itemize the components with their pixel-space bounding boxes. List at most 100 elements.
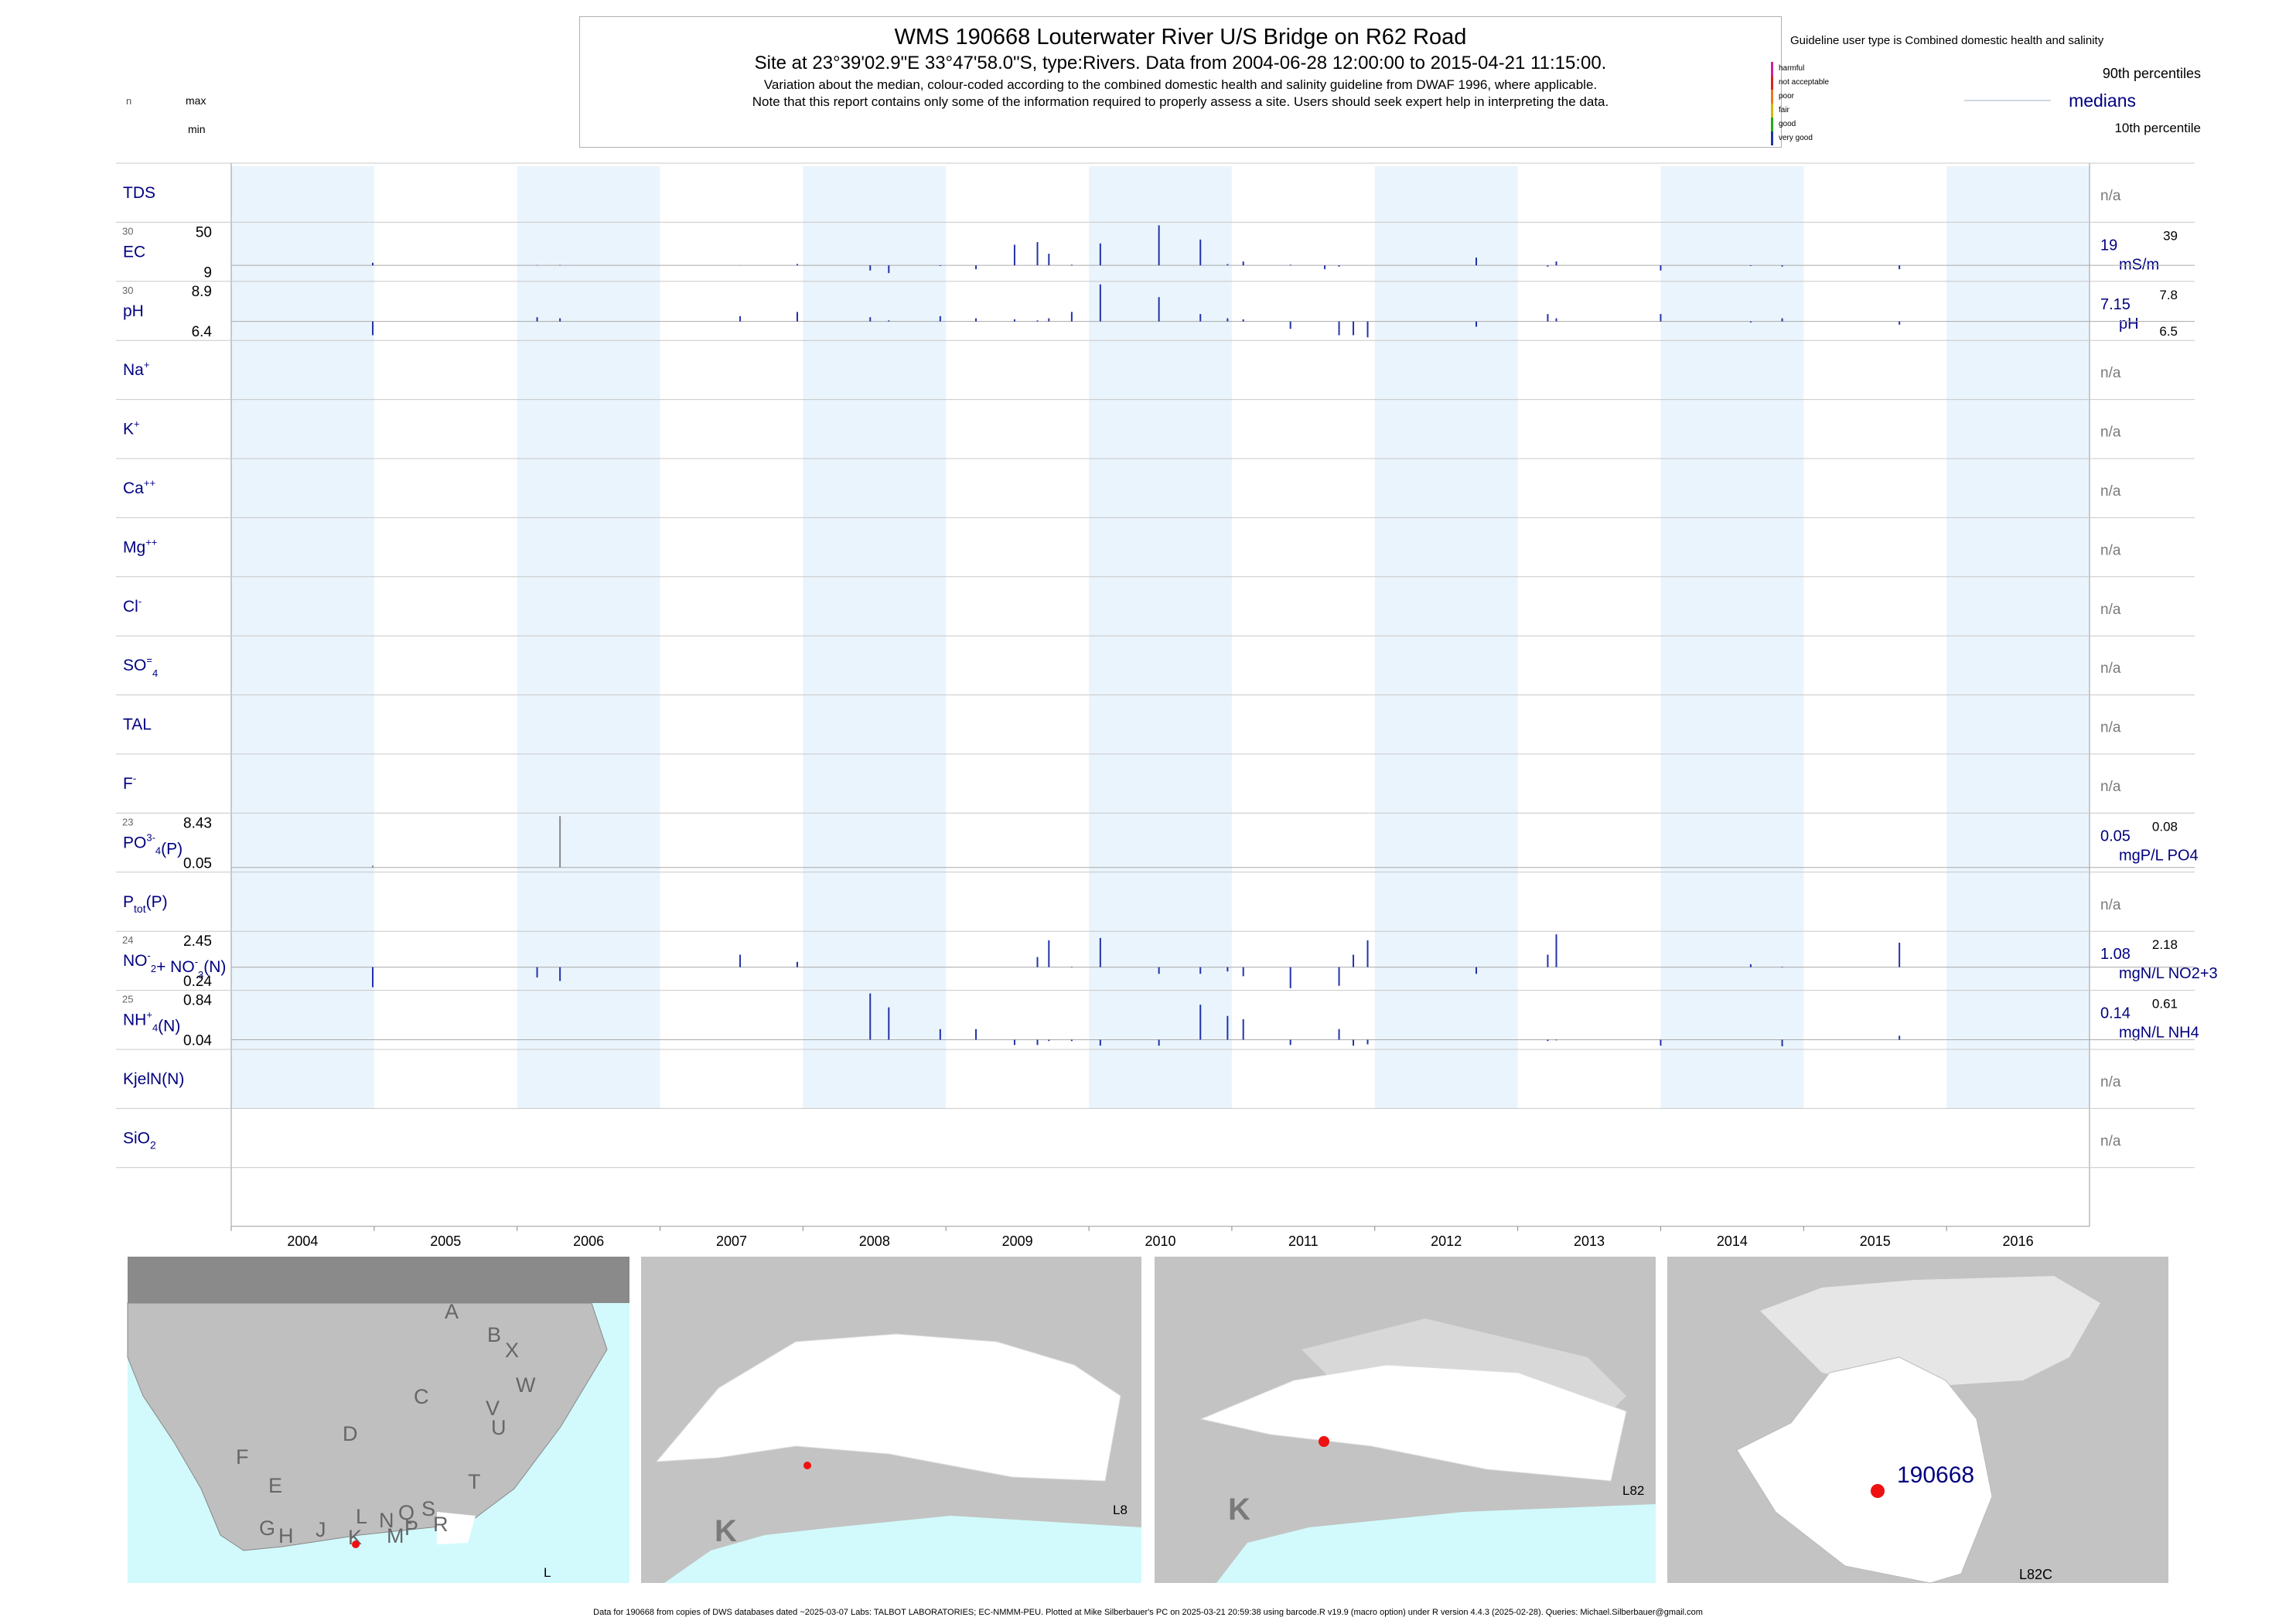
panel-label-ca: Ca++​: [123, 477, 155, 497]
map-region-N: N: [379, 1509, 394, 1532]
panel-na-k: n/a: [2100, 425, 2121, 441]
panel-min: 9: [203, 264, 212, 281]
map-region-J: J: [316, 1518, 326, 1541]
chart-plot-area: 2004 2005 2006 2007 2008 2009 2010 2011 2012 2013…: [116, 162, 2218, 1249]
panel-median: 7.15: [2100, 296, 2131, 313]
panel-n: 24: [122, 934, 133, 946]
panel-label-kjel: KjelN(N): [123, 1070, 184, 1088]
site-marker: [352, 1540, 360, 1548]
panel-ec: EC 30 50 9 19 39 mS/m: [116, 221, 2195, 281]
x-tick-label-2008: 2008: [859, 1233, 890, 1249]
map-region-A: A: [445, 1300, 459, 1323]
x-tick-label-2004: 2004: [287, 1233, 318, 1249]
map-corner-label: L82C: [2019, 1567, 2052, 1582]
category-label-4: good: [1779, 120, 1796, 128]
panel-median: 1.08: [2100, 946, 2131, 963]
map-land-southern-africa: [127, 1302, 608, 1551]
category-label-2: poor: [1779, 92, 1795, 101]
panel-ptot: Ptot​(P) n/a: [116, 872, 2195, 915]
x-tick-label-2013: 2013: [1574, 1233, 1605, 1249]
map-region-M: M: [387, 1524, 404, 1547]
panel-min: 0.05: [183, 855, 212, 872]
legend-n-label: n: [126, 95, 131, 107]
year-band-2012: [1374, 166, 1518, 1109]
samples-po4: [371, 816, 561, 868]
x-tick-label-2006: 2006: [573, 1233, 604, 1249]
map-site-label: 190668: [1897, 1462, 1974, 1488]
panel-p90: 7.8: [2159, 288, 2178, 302]
x-tick-label-2015: 2015: [1860, 1233, 1891, 1249]
category-swatch-2: [1771, 90, 1773, 104]
panel-f: F-​ n/a: [116, 753, 2195, 795]
panel-na-na: n/a: [2100, 365, 2121, 381]
panel-n: 30: [122, 225, 133, 237]
map-land-north: [128, 1257, 629, 1303]
panel-max: 8.43: [183, 815, 212, 831]
x-tick-label-2011: 2011: [1288, 1233, 1319, 1249]
map-region-H: H: [278, 1524, 294, 1547]
panel-na-ca: n/a: [2100, 483, 2121, 500]
legend-min-label: min: [188, 123, 206, 135]
map-region-V: V: [486, 1397, 500, 1420]
panel-label-cl: Cl-​: [123, 595, 142, 616]
samples-ph: [371, 284, 1901, 338]
category-swatch-1: [1771, 76, 1773, 90]
report-footer: Data for 190668 from copies of DWS datab…: [593, 1608, 1703, 1617]
panel-k: K+​ n/a: [116, 399, 2195, 441]
map-region-C: C: [414, 1385, 429, 1408]
year-band-2006: [517, 166, 660, 1109]
panel-ph: pH 30 8.9 6.4 7.15 7.8 pH 6.5: [116, 281, 2195, 340]
panel-label-f: F-​: [123, 773, 136, 793]
year-band-2004: [231, 166, 374, 1109]
map-region-label: K: [1228, 1493, 1250, 1527]
year-band-2016: [1946, 166, 2090, 1109]
panel-n: 30: [122, 285, 133, 296]
legend-right: Guideline user type is Combined domestic…: [1771, 34, 2201, 145]
panel-na-so4: n/a: [2100, 660, 2121, 677]
panel-max: 2.45: [183, 933, 212, 950]
panel-unit: pH: [2119, 316, 2139, 333]
report-title: WMS 190668 Louterwater River U/S Bridge …: [894, 25, 1467, 49]
panel-unit: mgP/L PO4: [2119, 847, 2199, 864]
map-corner-label: L82: [1622, 1483, 1644, 1498]
map-region-D: D: [343, 1422, 358, 1445]
x-tick-label-2009: 2009: [1002, 1233, 1033, 1249]
panel-cl: Cl-​ n/a: [116, 576, 2195, 618]
panel-po4: PO3-4(P) 23 8.43 0.05 0.05 0.08 mgP/L PO4: [116, 812, 2199, 872]
map-l82: K L82: [1155, 1257, 1656, 1583]
panel-kjel: KjelN(N) n/a: [116, 1049, 2195, 1090]
map-corner-label: L: [544, 1565, 551, 1580]
panel-p90: 0.61: [2152, 997, 2178, 1012]
map-basin: [1736, 1356, 1993, 1584]
report-header: WMS 190668 Louterwater River U/S Bridge …: [579, 16, 1782, 148]
panel-label-ec: EC: [123, 243, 145, 261]
panel-max: 8.9: [192, 284, 212, 300]
map-region-F: F: [236, 1445, 249, 1469]
site-marker: [803, 1462, 811, 1469]
panel-unit: mgN/L NO2+3: [2119, 965, 2218, 982]
map-region-E: E: [268, 1474, 282, 1497]
map-region-T: T: [468, 1470, 481, 1493]
panel-na-f: n/a: [2100, 779, 2121, 795]
samples-no: [371, 934, 1901, 988]
panel-median: 19: [2100, 237, 2117, 254]
panel-tal: TAL n/a: [116, 694, 2195, 736]
map-region-U: U: [491, 1416, 507, 1439]
category-label-3: fair: [1779, 106, 1790, 114]
panel-label-sio2: SiO2​: [123, 1129, 156, 1151]
map-region-X: X: [505, 1339, 519, 1362]
map-l8: K L8: [641, 1257, 1141, 1583]
panel-label-tal: TAL: [123, 716, 152, 734]
panel-sio2: SiO2​ n/a: [116, 1107, 2195, 1151]
year-band-2008: [803, 166, 947, 1109]
map-region-L: L: [356, 1505, 367, 1528]
map-neighbour-basin: [1760, 1276, 2100, 1388]
x-tick-label-2016: 2016: [2003, 1233, 2034, 1249]
panel-label-no: NO-2+ NO-3​(N): [123, 950, 226, 981]
panel-no: NO-2+ NO-3​(N) 24 2.45 0.24 1.08 2.18 mgN/L NO…: [116, 930, 2218, 990]
map-region-B: B: [487, 1323, 501, 1346]
panel-label-mg: Mg++​: [123, 536, 157, 556]
x-tick-label-2014: 2014: [1717, 1233, 1748, 1249]
